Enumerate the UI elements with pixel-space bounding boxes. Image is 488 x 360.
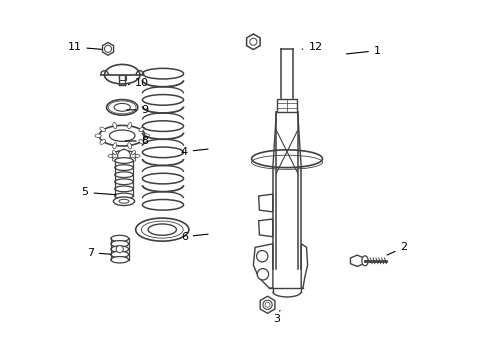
Ellipse shape <box>119 199 129 203</box>
Ellipse shape <box>131 157 135 161</box>
Circle shape <box>104 45 111 53</box>
Ellipse shape <box>361 256 367 266</box>
Ellipse shape <box>111 257 128 263</box>
Polygon shape <box>350 255 363 266</box>
Ellipse shape <box>251 150 322 168</box>
Ellipse shape <box>111 246 128 252</box>
Circle shape <box>257 269 268 280</box>
Ellipse shape <box>148 224 176 235</box>
Ellipse shape <box>111 251 128 258</box>
Text: 10: 10 <box>128 77 148 87</box>
Text: 9: 9 <box>126 105 148 115</box>
Polygon shape <box>246 34 260 50</box>
Text: 4: 4 <box>180 147 207 157</box>
Ellipse shape <box>111 240 128 247</box>
Text: 7: 7 <box>86 248 110 258</box>
Ellipse shape <box>111 235 128 242</box>
Ellipse shape <box>139 127 144 132</box>
Ellipse shape <box>100 127 105 132</box>
Circle shape <box>249 38 256 45</box>
Ellipse shape <box>99 125 145 146</box>
FancyBboxPatch shape <box>119 75 125 80</box>
Polygon shape <box>260 296 274 313</box>
Ellipse shape <box>122 158 125 163</box>
Ellipse shape <box>113 122 117 129</box>
Ellipse shape <box>115 186 133 192</box>
Ellipse shape <box>115 158 133 163</box>
Text: 6: 6 <box>181 232 207 242</box>
Ellipse shape <box>112 150 116 155</box>
Circle shape <box>264 302 269 307</box>
FancyBboxPatch shape <box>277 99 296 112</box>
Ellipse shape <box>115 179 133 185</box>
Circle shape <box>118 149 130 162</box>
Ellipse shape <box>115 172 133 177</box>
Ellipse shape <box>109 130 135 141</box>
Circle shape <box>116 246 123 253</box>
Polygon shape <box>253 244 272 288</box>
Ellipse shape <box>135 218 188 241</box>
Ellipse shape <box>127 122 131 129</box>
Ellipse shape <box>122 149 125 154</box>
Ellipse shape <box>100 140 105 144</box>
Ellipse shape <box>111 150 136 161</box>
Text: 12: 12 <box>302 42 322 52</box>
Circle shape <box>263 300 272 309</box>
Text: 2: 2 <box>386 242 407 255</box>
Ellipse shape <box>127 143 131 149</box>
Text: 3: 3 <box>272 310 279 324</box>
Ellipse shape <box>131 150 135 155</box>
Ellipse shape <box>95 134 101 138</box>
Text: 5: 5 <box>81 188 116 197</box>
Text: 11: 11 <box>67 42 102 52</box>
Polygon shape <box>258 194 272 212</box>
Text: 8: 8 <box>125 136 148 146</box>
Ellipse shape <box>106 100 138 115</box>
Ellipse shape <box>108 154 113 157</box>
Ellipse shape <box>115 193 133 199</box>
Ellipse shape <box>113 197 134 206</box>
Circle shape <box>256 251 267 262</box>
Polygon shape <box>301 244 307 288</box>
Polygon shape <box>102 42 113 55</box>
Ellipse shape <box>143 134 149 138</box>
Text: 1: 1 <box>346 46 380 56</box>
Polygon shape <box>258 219 272 237</box>
Ellipse shape <box>112 157 116 161</box>
Ellipse shape <box>115 165 133 170</box>
Ellipse shape <box>135 154 140 157</box>
Ellipse shape <box>139 140 144 144</box>
Ellipse shape <box>114 103 130 111</box>
Ellipse shape <box>113 143 117 149</box>
